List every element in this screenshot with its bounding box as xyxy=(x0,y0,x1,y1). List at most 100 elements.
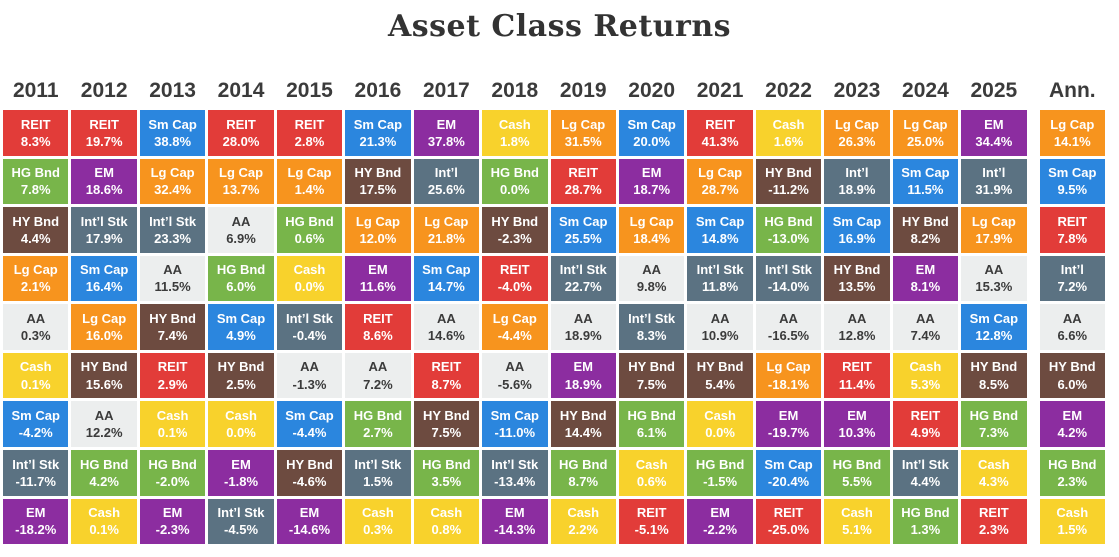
return-cell: Lg Cap 17.9% xyxy=(961,207,1027,253)
return-cell: REIT 7.8% xyxy=(1039,207,1105,253)
asset-label: HG Bnd xyxy=(559,456,608,472)
return-cell: Lg Cap 1.4% xyxy=(276,158,343,205)
column-header: 2011 xyxy=(12,79,59,102)
return-cell: Int’l Stk 8.3% xyxy=(618,304,685,350)
asset-label: EM xyxy=(710,505,730,521)
return-cell: Cash 1.5% xyxy=(1039,498,1105,545)
return-value: -4.6% xyxy=(292,473,327,489)
asset-label: Lg Cap xyxy=(629,213,674,229)
asset-label: HG Bnd xyxy=(422,456,471,472)
return-value: -1.3% xyxy=(292,376,327,392)
year-column: 2024 Lg Cap 25.0% Sm Cap 11.5% HY Bnd 8.2% EM 8.… xyxy=(892,75,959,545)
return-value: 11.8% xyxy=(702,279,739,295)
return-value: 12.8% xyxy=(975,328,1013,344)
asset-label: Int’l Stk xyxy=(491,456,539,472)
asset-label: Sm Cap xyxy=(422,262,471,278)
return-cell: HG Bnd 7.8% xyxy=(3,158,69,205)
return-value: 26.3% xyxy=(838,133,876,149)
return-value: 28.7% xyxy=(701,182,739,198)
return-cell: HG Bnd 4.2% xyxy=(71,449,137,496)
return-value: 7.2% xyxy=(363,376,393,392)
return-cell: Cash 1.6% xyxy=(755,110,822,156)
return-value: 38.8% xyxy=(154,133,192,149)
asset-label: HY Bnd xyxy=(217,359,265,375)
asset-label: Int’l Stk xyxy=(696,262,744,278)
return-value: 6.1% xyxy=(636,425,667,441)
return-value: 0.0% xyxy=(294,279,325,295)
asset-label: Cash xyxy=(635,456,668,472)
return-value: 6.9% xyxy=(226,230,256,246)
return-value: 4.2% xyxy=(1057,425,1088,441)
return-cell: Cash 0.1% xyxy=(3,352,69,399)
return-value: 0.3% xyxy=(363,522,393,538)
asset-label: HG Bnd xyxy=(764,213,813,229)
return-value: 8.7% xyxy=(568,473,599,489)
asset-label: Lg Cap xyxy=(150,165,195,181)
return-cell: AA 0.3% xyxy=(3,304,69,350)
return-value: 18.9% xyxy=(564,328,602,344)
asset-label: AA xyxy=(231,213,251,229)
return-cell: EM -1.8% xyxy=(208,449,274,496)
return-cell: Sm Cap 11.5% xyxy=(892,158,959,205)
return-value: -25.0% xyxy=(767,522,810,538)
return-cell: HY Bnd 17.5% xyxy=(345,158,411,205)
asset-label: Cash xyxy=(156,408,189,423)
year-column: 2015 REIT 2.8% Lg Cap 1.4% HG Bnd 0.6% Cash 0.0%… xyxy=(276,75,343,545)
asset-label: HG Bnd xyxy=(969,408,1019,423)
year-column: 2017 EM 37.8% Int’l 25.6% Lg Cap 21.8% Sm Cap 14… xyxy=(413,75,480,545)
return-cell: EM -14.3% xyxy=(482,498,548,545)
return-value: 8.2% xyxy=(910,230,941,246)
return-cell: REIT 28.7% xyxy=(550,158,616,205)
return-value: 4.9% xyxy=(226,328,256,344)
asset-label: HY Bnd xyxy=(286,456,333,472)
return-value: 13.5% xyxy=(838,279,876,295)
return-value: 7.8% xyxy=(1057,230,1088,246)
return-value: 9.8% xyxy=(636,279,667,295)
asset-label: EM xyxy=(1062,408,1083,423)
return-value: 32.4% xyxy=(154,182,192,198)
year-column: 2021 REIT 41.3% Lg Cap 28.7% Sm Cap 14.8% Int’l… xyxy=(687,75,753,545)
return-value: -13.0% xyxy=(767,230,810,246)
return-cell: HY Bnd 8.5% xyxy=(961,352,1027,399)
column-cells: REIT 19.7% EM 18.6% Int’l Stk 17.9% Sm Cap 16.4… xyxy=(71,110,137,545)
return-cell: HY Bnd -2.3% xyxy=(482,207,548,253)
return-cell: Cash 0.1% xyxy=(71,498,137,545)
column-cells: EM 37.8% Int’l 25.6% Lg Cap 21.8% Sm Cap 14.7% A… xyxy=(413,110,480,545)
asset-label: REIT xyxy=(705,116,735,132)
column-header: 2025 xyxy=(970,79,1018,102)
return-cell: Cash 4.3% xyxy=(961,449,1027,496)
return-cell: Int’l Stk -13.4% xyxy=(482,449,548,496)
column-header: 2018 xyxy=(491,79,539,102)
return-value: -18.1% xyxy=(767,376,810,392)
return-cell: AA 14.6% xyxy=(413,304,480,350)
asset-label: HG Bnd xyxy=(353,408,403,423)
return-cell: EM 18.9% xyxy=(550,352,616,399)
return-value: 25.5% xyxy=(564,230,602,246)
asset-label: Sm Cap xyxy=(490,408,539,423)
return-value: 25.0% xyxy=(906,133,944,149)
return-value: 5.3% xyxy=(910,376,941,392)
asset-label: Lg Cap xyxy=(903,116,948,132)
return-cell: Sm Cap 38.8% xyxy=(139,110,206,156)
asset-label: HY Bnd xyxy=(902,213,949,229)
return-value: 6.6% xyxy=(1057,328,1088,344)
return-value: 4.3% xyxy=(979,473,1009,489)
return-value: 4.4% xyxy=(20,230,51,246)
return-cell: Int’l Stk -11.7% xyxy=(3,449,69,496)
year-column: 2011 REIT 8.3% HG Bnd 7.8% HY Bnd 4.4% Lg Cap 2.… xyxy=(3,75,69,545)
return-cell: EM 11.6% xyxy=(345,255,411,302)
return-value: 2.3% xyxy=(1057,473,1088,489)
return-cell: Lg Cap 26.3% xyxy=(824,110,890,156)
return-cell: Int’l Stk 1.5% xyxy=(345,449,411,496)
return-cell: AA -16.5% xyxy=(755,304,822,350)
return-value: 17.9% xyxy=(975,230,1013,246)
return-cell: REIT 2.8% xyxy=(276,110,343,156)
return-cell: Sm Cap 9.5% xyxy=(1039,158,1105,205)
return-value: 2.1% xyxy=(20,279,51,295)
return-value: 9.5% xyxy=(1057,182,1088,198)
asset-label: EM xyxy=(847,408,867,423)
return-value: 0.1% xyxy=(89,522,119,538)
return-value: -11.0% xyxy=(494,425,536,441)
column-cells: Lg Cap 25.0% Sm Cap 11.5% HY Bnd 8.2% EM 8.1% AA… xyxy=(892,110,959,545)
